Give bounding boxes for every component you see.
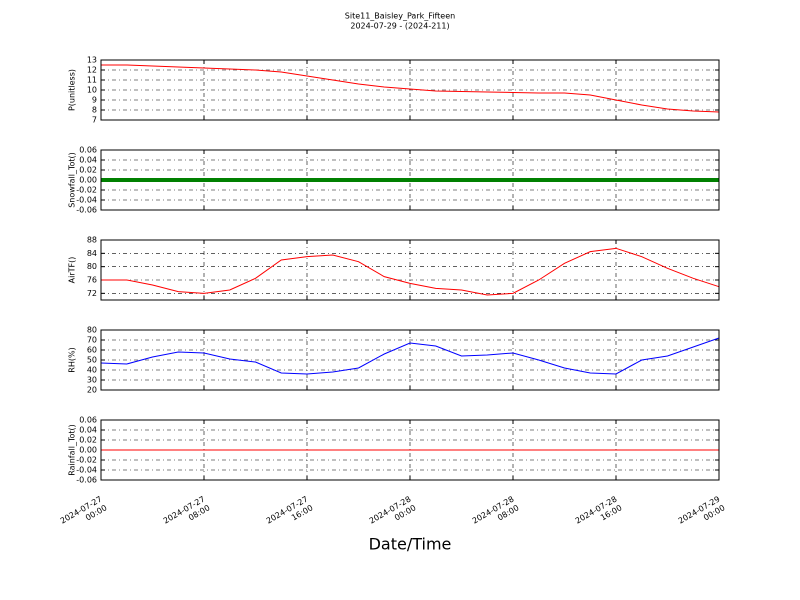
x-tick-label: 2024-07-2700:00 [58, 494, 108, 534]
y-tick-label: -0.04 [76, 196, 97, 205]
y-tick-label: 7 [92, 116, 97, 125]
y-axis-title: P(unitless) [68, 69, 77, 111]
y-axis-title: AirTF() [68, 257, 77, 284]
y-axis-title: Snowfall_Tot() [68, 152, 77, 208]
y-tick-label: 0.02 [79, 166, 97, 175]
chart-subtitle: 2024-07-29 - (2024-211) [350, 22, 449, 31]
y-tick-label: 76 [87, 276, 97, 285]
data-line [101, 64, 720, 113]
x-tick-label: 2024-07-2808:00 [470, 494, 520, 534]
y-tick-label: 0.06 [79, 146, 97, 155]
x-tick-label: 2024-07-2816:00 [573, 494, 623, 534]
y-tick-label: 13 [87, 56, 97, 65]
y-tick-label: 10 [87, 86, 97, 95]
y-tick-label: 8 [92, 106, 97, 115]
y-tick-label: -0.06 [76, 476, 97, 485]
y-tick-label: 50 [87, 356, 97, 365]
chart-title: Site11_Baisley_Park_Fifteen [345, 12, 455, 21]
y-axis-title: Rainfall_Tot() [68, 424, 77, 476]
y-tick-label: 30 [87, 376, 97, 385]
x-tick-label: 2024-07-2900:00 [676, 494, 726, 534]
plot-frame [100, 239, 720, 301]
y-axis-title: RH(%) [68, 347, 77, 372]
y-tick-label: 0.02 [79, 436, 97, 445]
data-line [101, 247, 720, 296]
y-tick-label: -0.02 [76, 456, 97, 465]
y-tick-label: 0.04 [79, 426, 97, 435]
y-tick-label: 88 [87, 236, 97, 245]
y-tick-label: -0.06 [76, 206, 97, 215]
plot-frame [100, 59, 720, 121]
x-axis-title: Date/Time [369, 535, 452, 554]
y-tick-label: 0.04 [79, 156, 97, 165]
y-tick-label: 0.06 [79, 416, 97, 425]
y-tick-label: 70 [87, 336, 97, 345]
y-tick-label: 84 [87, 249, 97, 258]
y-tick-label: 60 [87, 346, 97, 355]
y-tick-label: 40 [87, 366, 97, 375]
data-line [100, 337, 720, 375]
x-tick-label: 2024-07-2716:00 [264, 494, 314, 534]
y-tick-label: 80 [87, 326, 97, 335]
plot-frame [100, 419, 720, 481]
y-tick-label: 72 [87, 289, 97, 298]
y-tick-label: 0.00 [79, 176, 97, 185]
plot-frame [100, 329, 720, 391]
y-tick-label: 9 [92, 96, 97, 105]
y-tick-label: 12 [87, 66, 97, 75]
y-tick-label: 80 [87, 262, 97, 271]
y-tick-label: -0.04 [76, 466, 97, 475]
y-tick-label: 11 [87, 76, 97, 85]
x-tick-label: 2024-07-2800:00 [367, 494, 417, 534]
y-tick-label: 0.00 [79, 446, 97, 455]
x-tick-label: 2024-07-2708:00 [161, 494, 211, 534]
y-tick-label: 20 [87, 386, 97, 395]
y-tick-label: -0.02 [76, 186, 97, 195]
plot-frame [100, 149, 720, 211]
